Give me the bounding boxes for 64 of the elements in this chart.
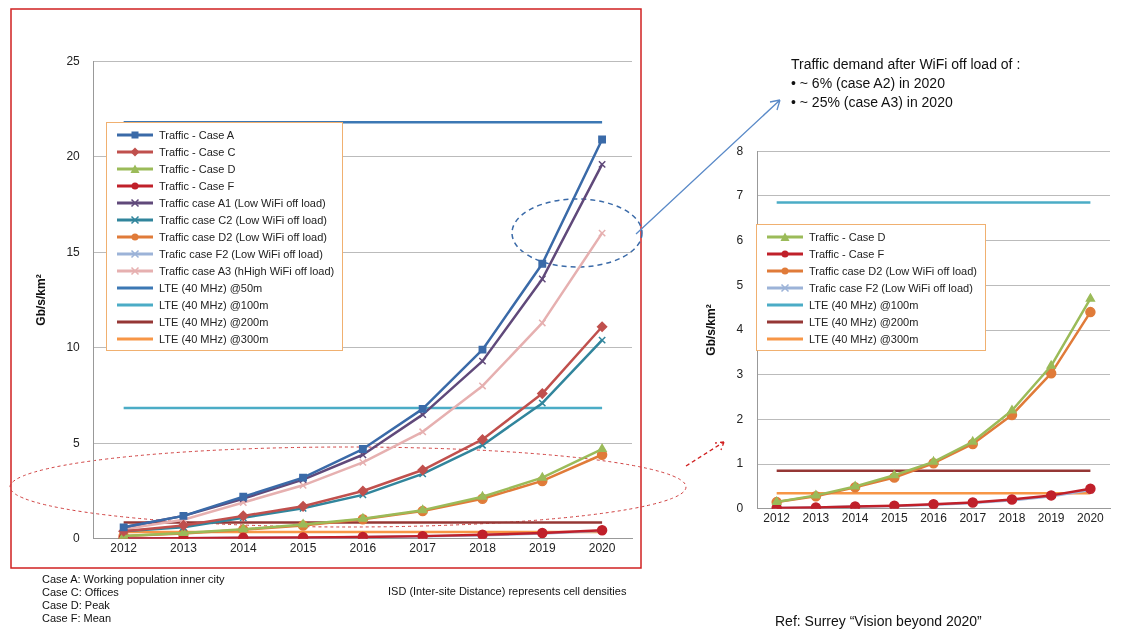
y-tick-label: 7 [736, 188, 744, 203]
text: Traffic demand after WiFi off load of : [791, 56, 1021, 72]
x-tick-label: 2019 [528, 541, 556, 556]
text: Case F: Mean [42, 612, 112, 624]
x-tick-label: 2013 [802, 511, 830, 526]
y-tick-label: 3 [736, 367, 744, 382]
legend-label: LTE (40 MHz) @200m [159, 315, 269, 328]
text: • ~ 25% (case A3) in 2020 [791, 94, 953, 110]
y-tick-label: 15 [66, 244, 81, 259]
text: Case A: Working population inner city [42, 573, 225, 585]
y-tick-label: 8 [736, 143, 744, 158]
x-tick-label: 2015 [880, 511, 908, 526]
legend-label: LTE (40 MHz) @300m [809, 332, 919, 345]
x-tick-label: 2014 [229, 541, 257, 556]
y-axis-title: Gb/s/km² [33, 274, 48, 326]
legend-label: Traffic - Case C [159, 145, 236, 158]
legend-label: Traffic case C2 (Low WiFi off load) [159, 213, 327, 226]
y-tick-label: 6 [736, 232, 744, 247]
legend-label: LTE (40 MHz) @100m [159, 298, 269, 311]
x-tick-label: 2018 [469, 541, 497, 556]
text: Ref: Surrey “Vision beyond 2020” [775, 613, 982, 629]
x-tick-label: 2016 [920, 511, 948, 526]
x-tick-label: 2020 [1077, 511, 1105, 526]
legend-label: Traffic - Case F [809, 247, 885, 260]
legend-label: Traffic case D2 (Low WiFi off load) [159, 230, 327, 243]
legend-label: Trafic case F2 (Low WiFi off load) [809, 281, 973, 294]
y-tick-label: 2 [736, 411, 744, 426]
legend-label: LTE (40 MHz) @50m [159, 281, 263, 294]
legend-label: Traffic - Case D [159, 162, 236, 175]
x-tick-label: 2017 [409, 541, 437, 556]
legend-label: LTE (40 MHz) @100m [809, 298, 919, 311]
x-tick-label: 2018 [998, 511, 1026, 526]
y-tick-label: 4 [736, 322, 744, 337]
y-tick-label: 0 [736, 501, 744, 516]
x-tick-label: 2014 [841, 511, 869, 526]
legend-label: Traffic case A1 (Low WiFi off load) [159, 196, 326, 209]
text: • ~ 6% (case A2) in 2020 [791, 75, 945, 91]
x-tick-label: 2016 [349, 541, 377, 556]
x-tick-label: 2012 [763, 511, 791, 526]
text: Case C: Offices [42, 586, 119, 598]
legend-label: Traffic - Case D [809, 230, 886, 243]
x-tick-label: 2015 [289, 541, 317, 556]
y-tick-label: 5 [736, 277, 744, 292]
legend-label: Traffic - Case A [159, 128, 235, 141]
y-tick-label: 0 [73, 531, 81, 546]
y-tick-label: 25 [66, 53, 81, 68]
y-axis-title: Gb/s/km² [703, 304, 718, 356]
x-tick-label: 2012 [110, 541, 138, 556]
legend-label: Traffic - Case F [159, 179, 235, 192]
legend-label: Traffic case A3 (hHigh WiFi off load) [159, 264, 335, 277]
legend-label: Traffic case D2 (Low WiFi off load) [809, 264, 977, 277]
y-tick-label: 1 [736, 456, 744, 471]
x-tick-label: 2019 [1037, 511, 1065, 526]
legend-label: LTE (40 MHz) @300m [159, 332, 269, 345]
x-tick-label: 2020 [588, 541, 616, 556]
y-tick-label: 20 [66, 149, 81, 164]
x-tick-label: 2013 [170, 541, 198, 556]
legend-label: LTE (40 MHz) @200m [809, 315, 919, 328]
y-tick-label: 10 [66, 340, 81, 355]
legend-label: Trafic case F2 (Low WiFi off load) [159, 247, 323, 260]
text: ISD (Inter-site Distance) represents cell densities [388, 585, 627, 597]
text: Case D: Peak [42, 599, 110, 611]
x-tick-label: 2017 [959, 511, 987, 526]
y-tick-label: 5 [73, 435, 81, 450]
